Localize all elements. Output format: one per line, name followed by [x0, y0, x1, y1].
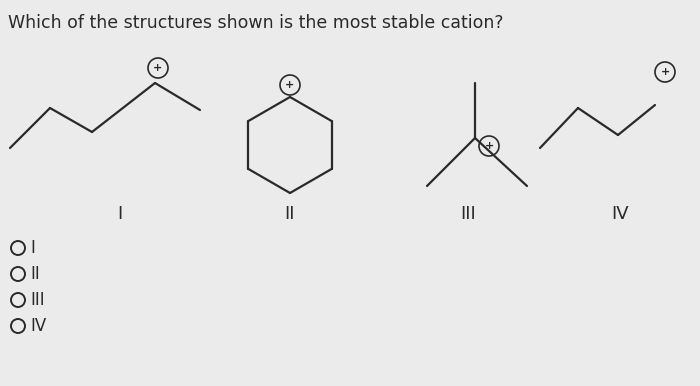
- Text: +: +: [153, 63, 162, 73]
- Text: Which of the structures shown is the most stable cation?: Which of the structures shown is the mos…: [8, 14, 503, 32]
- Text: I: I: [30, 239, 35, 257]
- Text: +: +: [660, 67, 670, 77]
- Text: III: III: [460, 205, 476, 223]
- Text: I: I: [118, 205, 122, 223]
- Text: IV: IV: [30, 317, 46, 335]
- Text: +: +: [286, 80, 295, 90]
- Text: II: II: [30, 265, 40, 283]
- Text: III: III: [30, 291, 45, 309]
- Text: II: II: [285, 205, 295, 223]
- Text: +: +: [484, 141, 494, 151]
- Text: IV: IV: [611, 205, 629, 223]
